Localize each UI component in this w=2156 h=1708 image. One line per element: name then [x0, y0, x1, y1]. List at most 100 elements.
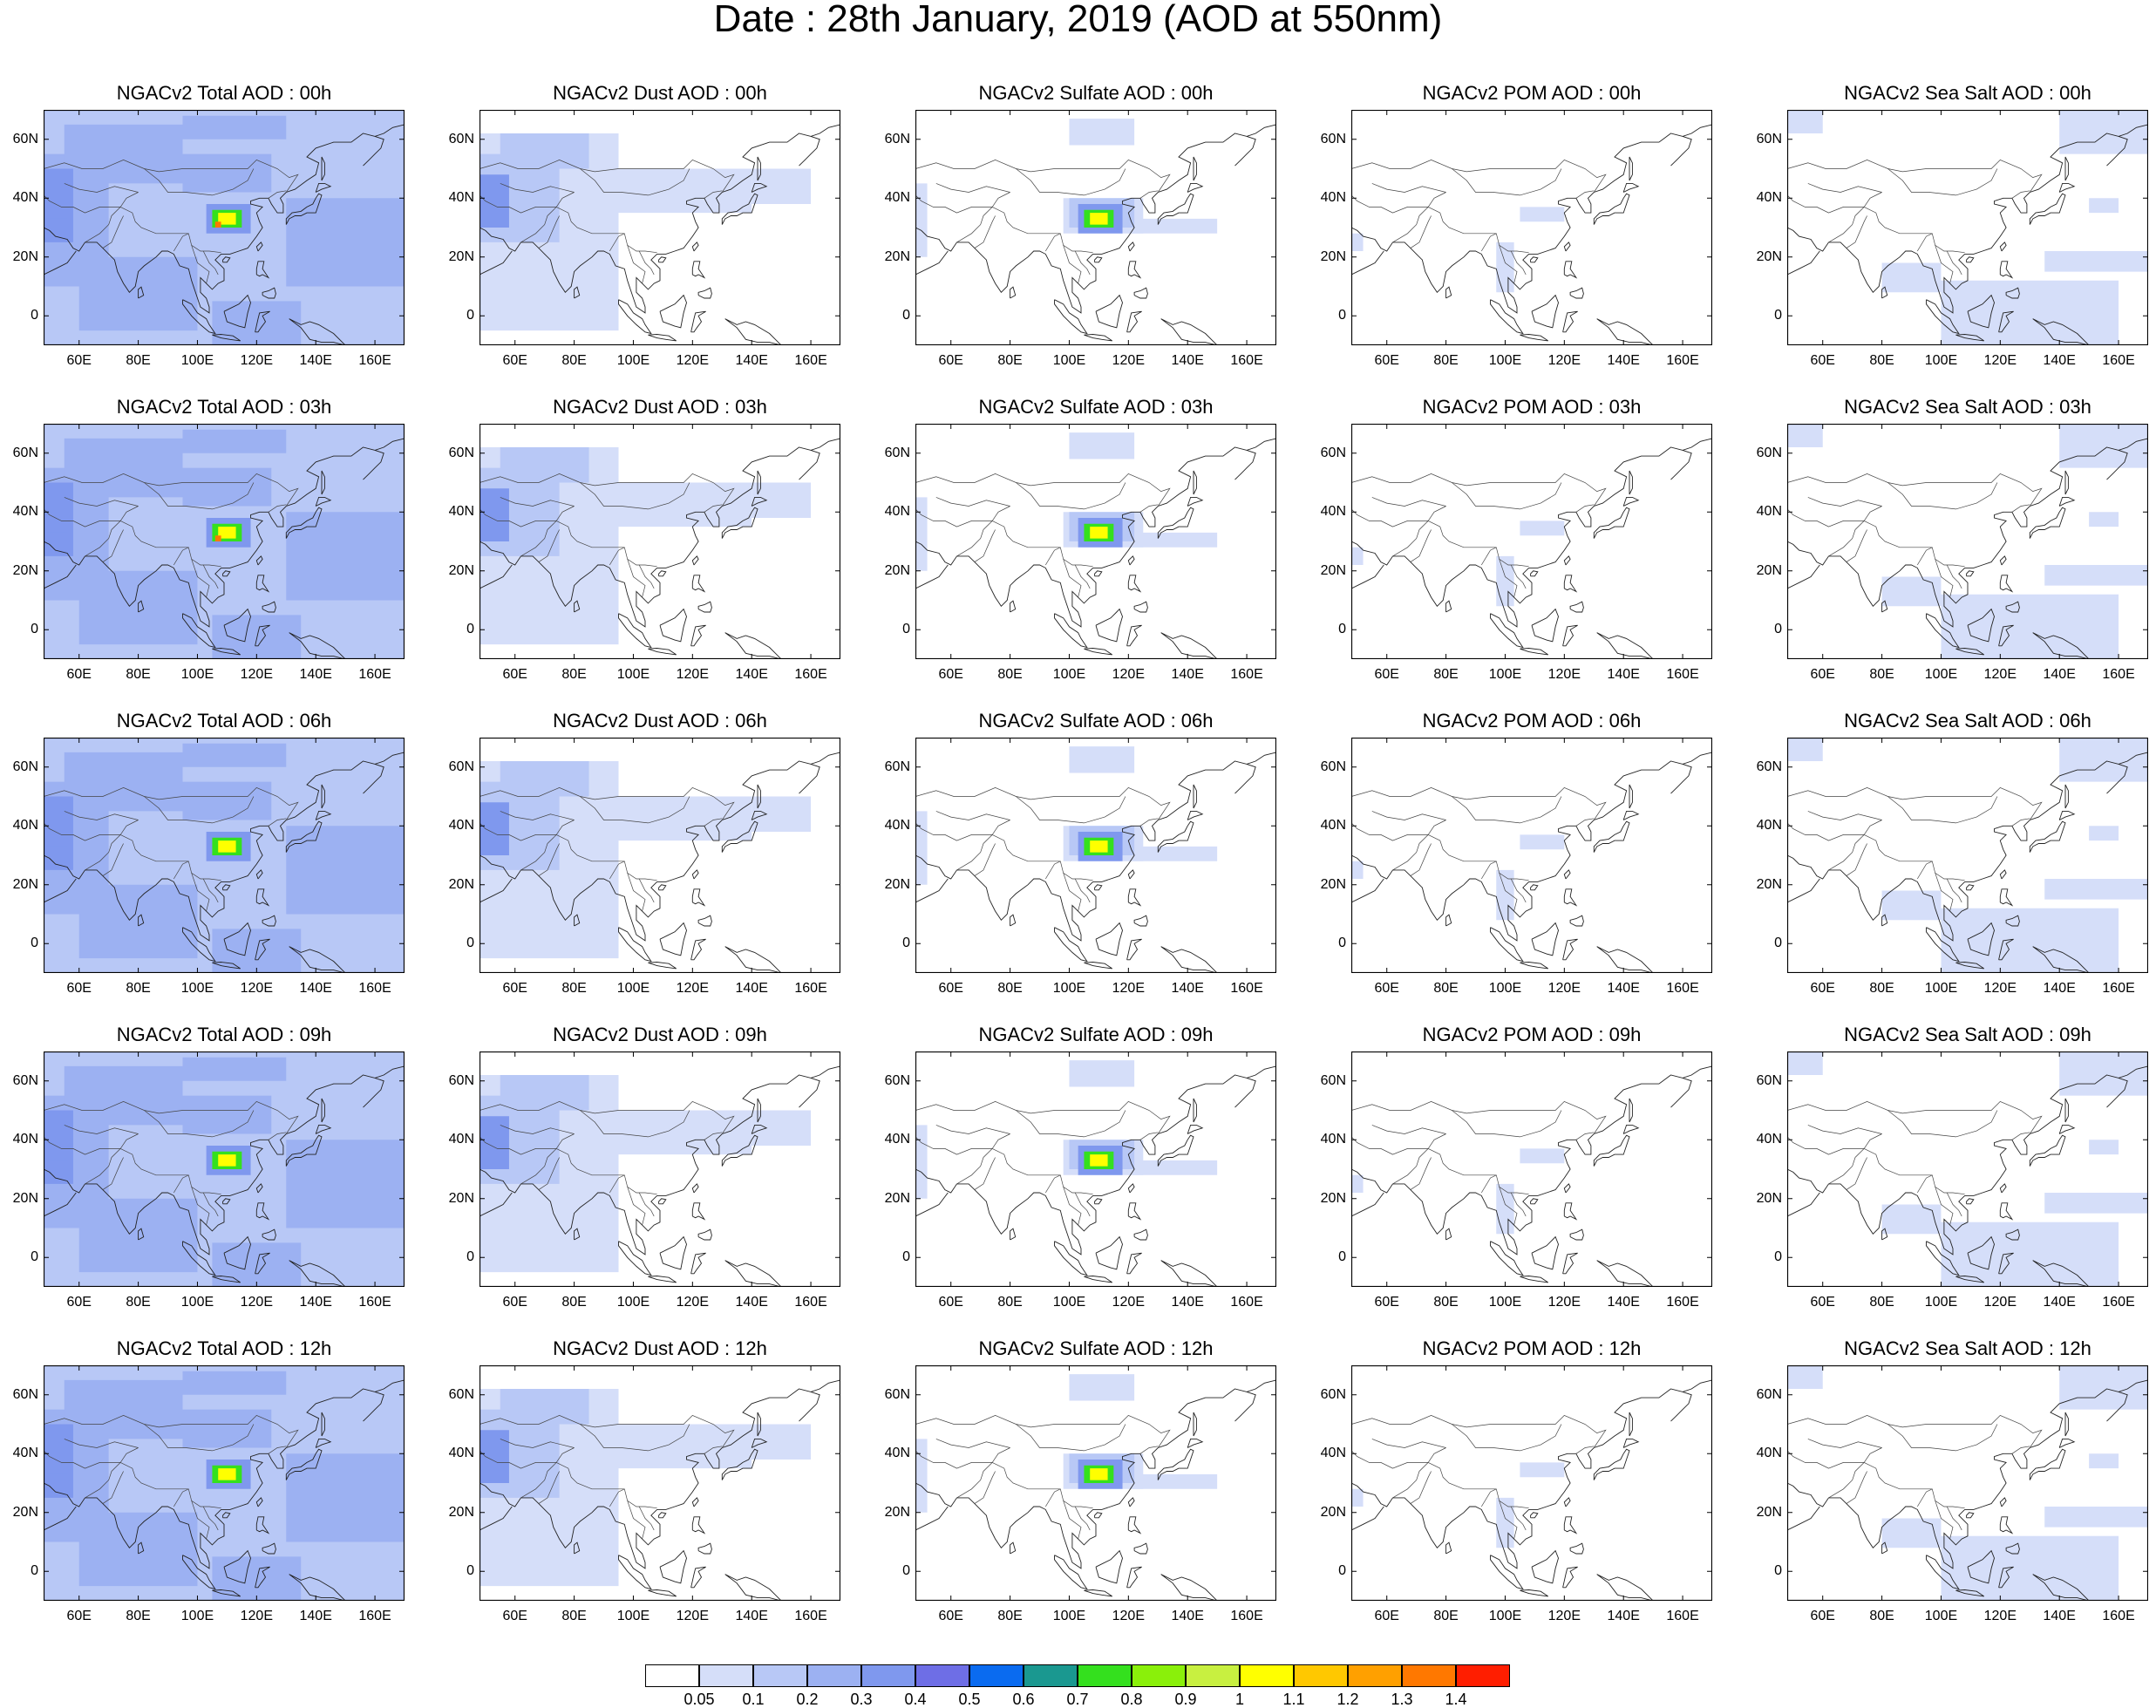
country-border [974, 529, 996, 562]
coastline [315, 1124, 332, 1134]
coastline [1010, 914, 1017, 927]
lon-tick-label: 80E [1433, 981, 1459, 996]
coastline [618, 613, 652, 649]
coastline [1670, 763, 1692, 794]
aod-hotspot-core [218, 213, 236, 225]
map-border [1351, 424, 1712, 659]
country-border [1016, 1110, 1126, 1138]
lat-tick-label: 0 [1338, 1563, 1346, 1579]
coastline [223, 294, 251, 329]
country-border [120, 521, 221, 568]
lon-tick-label: 140E [1171, 353, 1204, 368]
coastline [1054, 613, 1088, 649]
country-border [1499, 1500, 1518, 1540]
lon-tick-label: 100E [1488, 981, 1522, 996]
colorbar-swatch [1132, 1664, 1186, 1687]
coastline [44, 1065, 405, 1255]
coastline [285, 1448, 323, 1480]
coastline [1881, 600, 1888, 613]
lon-tick-label: 60E [938, 1295, 963, 1310]
country-border [1575, 190, 1595, 199]
country-border [1846, 1471, 1867, 1504]
aod-field-low [2089, 826, 2119, 841]
coastline [648, 962, 677, 970]
country-border [1499, 245, 1518, 284]
coastline [363, 1077, 384, 1108]
country-border [992, 1148, 1093, 1195]
coastline [1094, 1198, 1103, 1205]
panel-title: NGACv2 POM AOD : 09h [1422, 1024, 1642, 1045]
coastline [1998, 1566, 2014, 1589]
lat-tick-label: 60N [884, 445, 910, 460]
lat-tick-label: 20N [1320, 1504, 1346, 1520]
lon-tick-label: 80E [1433, 353, 1459, 368]
aod-field-mid [182, 781, 272, 820]
lon-tick-label: 80E [997, 1295, 1023, 1310]
country-border [1452, 168, 1562, 196]
lat-tick-label: 40N [448, 504, 474, 520]
country-border [1481, 861, 1497, 880]
map-border [1787, 424, 2148, 659]
lat-tick-label: 40N [1320, 504, 1346, 520]
coastline [222, 570, 231, 577]
coastline [1569, 287, 1584, 299]
coastline [1010, 1541, 1017, 1555]
lon-tick-label: 100E [180, 667, 214, 682]
country-border [1787, 1414, 2043, 1448]
coastline [255, 624, 270, 647]
coastline [1593, 507, 1630, 539]
coastline [1127, 1516, 1142, 1534]
coastline [1187, 810, 1204, 820]
coastline [1445, 1541, 1452, 1555]
lon-tick-label: 120E [1547, 981, 1581, 996]
lat-tick-label: 20N [448, 876, 474, 892]
country-border [538, 843, 560, 876]
coastline [1926, 1241, 1960, 1276]
aod-field-low [1496, 869, 1514, 921]
coastline [223, 922, 251, 956]
aod-map-panel [479, 1051, 840, 1287]
colorbar-label: 1.4 [1445, 1691, 1467, 1708]
lat-tick-label: 60N [12, 1386, 38, 1402]
colorbar-label: 0.1 [742, 1691, 765, 1708]
coastline [2064, 784, 2069, 809]
country-border [1016, 482, 1126, 510]
aod-field-mid [64, 752, 183, 812]
country-border [915, 473, 1171, 507]
colorbar-swatch [969, 1664, 1024, 1687]
coastline [915, 547, 949, 589]
map-border [1787, 1051, 2148, 1287]
aod-field-low [2059, 1365, 2148, 1410]
country-border [609, 233, 625, 252]
coastline [915, 1174, 949, 1217]
panel-title: NGACv2 Sulfate AOD : 09h [978, 1024, 1214, 1045]
coastline [1998, 624, 2014, 647]
coastline [1622, 1124, 1640, 1134]
coastline [479, 861, 513, 903]
country-border [1946, 564, 1962, 589]
coastline [691, 555, 699, 566]
country-border [1410, 843, 1432, 876]
map-border [1351, 1051, 1712, 1287]
lat-tick-label: 20N [1320, 1190, 1346, 1206]
coastline [1010, 286, 1017, 299]
coastline [1967, 1549, 1995, 1584]
country-border [1499, 873, 1518, 912]
lon-tick-label: 120E [1547, 667, 1581, 682]
coastline [1563, 261, 1578, 279]
coastline [255, 1566, 270, 1589]
country-border [1351, 1133, 1446, 1155]
coastline [255, 575, 270, 593]
aod-field-low [1128, 1473, 1218, 1489]
country-border [479, 473, 735, 507]
coastline [182, 1241, 216, 1276]
country-border [1371, 811, 1446, 820]
coastline [2005, 1542, 2020, 1555]
country-border [935, 811, 1010, 820]
country-border [704, 818, 723, 827]
lat-tick-label: 40N [1320, 818, 1346, 834]
country-border [704, 504, 723, 513]
lon-tick-label: 100E [1052, 667, 1086, 682]
country-border [1139, 504, 1159, 513]
aod-field-low [915, 183, 928, 257]
